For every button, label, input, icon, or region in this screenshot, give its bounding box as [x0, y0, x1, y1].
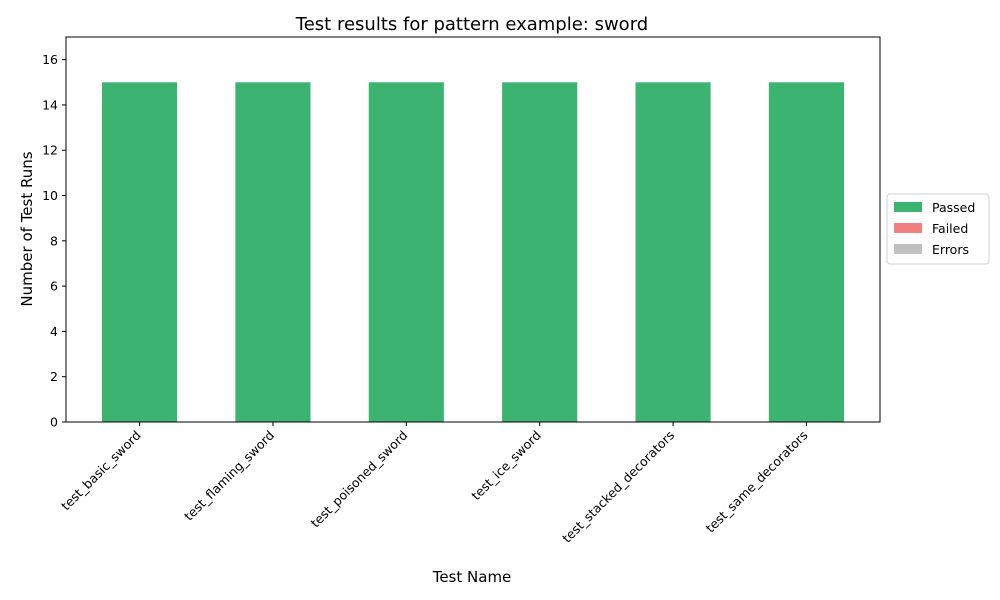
x-tick-label: test_flaming_sword — [181, 428, 277, 524]
x-tick-label: test_stacked_decorators — [559, 428, 677, 546]
chart-title: Test results for pattern example: sword — [295, 14, 648, 35]
y-tick-label: 12 — [42, 143, 58, 158]
y-axis-title: Number of Test Runs — [18, 151, 36, 306]
y-axis: 0 2 4 6 8 10 12 14 16 — [42, 52, 66, 430]
y-tick-label: 4 — [50, 324, 58, 339]
y-tick-label: 6 — [50, 279, 58, 294]
legend-swatch-failed — [894, 223, 922, 233]
x-tick-label: test_same_decorators — [703, 428, 811, 536]
legend-label-failed: Failed — [932, 221, 968, 236]
bars-layer — [102, 82, 844, 422]
y-tick-label: 2 — [50, 369, 58, 384]
bar-passed-test_same_decorators — [768, 82, 844, 422]
y-tick-label: 8 — [50, 233, 58, 248]
legend-swatch-passed — [894, 202, 922, 212]
legend-swatch-errors — [894, 244, 922, 254]
bar-passed-test_stacked_decorators — [635, 82, 711, 422]
legend-label-passed: Passed — [932, 200, 975, 215]
y-tick-label: 0 — [50, 415, 58, 430]
x-tick-label: test_ice_sword — [468, 428, 544, 504]
x-axis: test_basic_sword test_flaming_sword test_p… — [58, 422, 811, 546]
y-tick-label: 14 — [42, 97, 58, 112]
x-axis-title: Test Name — [432, 568, 512, 586]
legend-label-errors: Errors — [932, 242, 969, 257]
bar-passed-test_basic_sword — [102, 82, 178, 422]
x-tick-label: test_basic_sword — [58, 428, 144, 514]
bar-passed-test_flaming_sword — [235, 82, 311, 422]
y-tick-label: 16 — [42, 52, 58, 67]
y-tick-label: 10 — [42, 188, 58, 203]
plot-frame — [65, 36, 881, 423]
legend: Passed Failed Errors — [886, 193, 990, 265]
x-tick-label: test_poisoned_sword — [308, 428, 411, 531]
bar-passed-test_ice_sword — [502, 82, 578, 422]
bar-passed-test_poisoned_sword — [368, 82, 444, 422]
